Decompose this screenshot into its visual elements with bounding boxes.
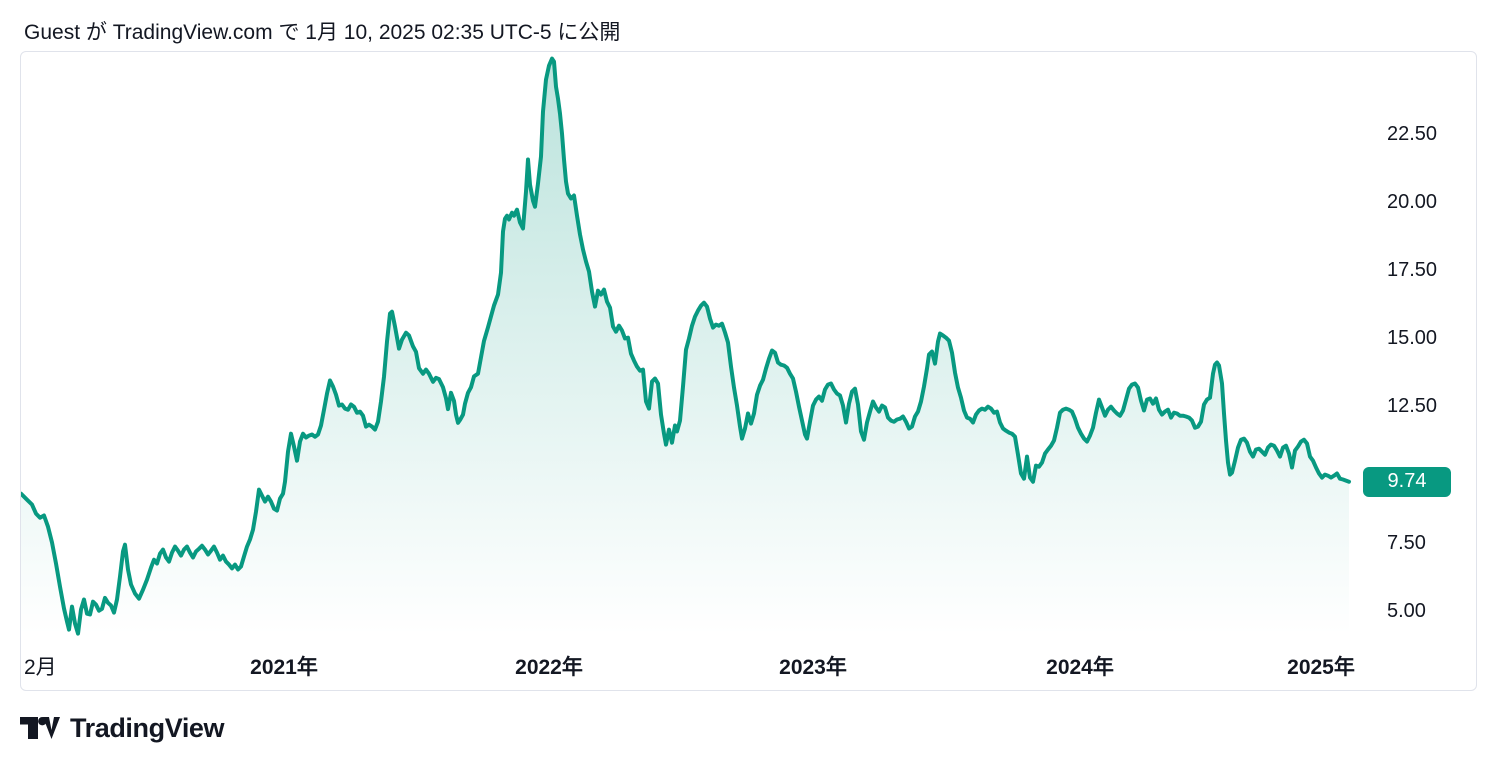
tradingview-logo[interactable]: TradingView	[20, 708, 225, 748]
time-tick-label: 2024年	[1046, 656, 1114, 679]
time-tick-label: 2021年	[250, 656, 318, 679]
tradingview-icon	[20, 717, 60, 739]
time-tick-label: 2月	[24, 656, 57, 679]
last-price-badge: 9.74	[1363, 466, 1451, 497]
chart-container: 22.50 20.00 17.50 15.00 12.50 7.50 5.00 2月 2021…	[20, 51, 1477, 691]
time-tick-label: 2025年	[1287, 656, 1355, 679]
price-tick-label: 7.50	[1387, 531, 1426, 554]
publish-attribution: Guest が TradingView.com で 1月 10, 2025 02…	[24, 21, 621, 44]
last-price-value: 9.74	[1387, 470, 1427, 493]
price-tick-label: 22.50	[1387, 122, 1438, 145]
price-tick-label: 5.00	[1387, 600, 1426, 622]
price-tick-label: 17.50	[1387, 259, 1438, 281]
time-tick-label: 2022年	[515, 656, 583, 679]
price-tick-label: 12.50	[1387, 395, 1438, 418]
price-tick-label: 20.00	[1387, 190, 1438, 213]
tradingview-wordmark: TradingView	[70, 713, 225, 743]
price-tick-label: 15.00	[1387, 327, 1438, 350]
area-fill	[21, 58, 1349, 636]
price-line	[21, 56, 1351, 636]
time-tick-label: 2023年	[779, 656, 847, 679]
chart-canvas[interactable]	[21, 52, 1477, 691]
